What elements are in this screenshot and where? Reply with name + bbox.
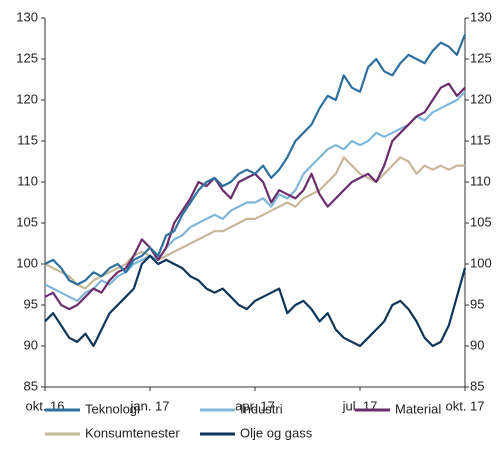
series-line xyxy=(44,82,466,311)
y-tick-label: 85 xyxy=(24,378,38,393)
y2-tick-label: 85 xyxy=(470,378,484,393)
series-line xyxy=(44,156,465,290)
x-tick-label: apr. 17 xyxy=(235,398,275,413)
legend-label: Industri xyxy=(240,401,283,416)
y2-tick-label: 130 xyxy=(470,9,492,24)
legend-label: Material xyxy=(395,401,441,416)
y-tick-label: 105 xyxy=(16,214,38,229)
y2-tick-label: 105 xyxy=(470,214,492,229)
series-line xyxy=(44,33,467,286)
y-tick-label: 110 xyxy=(17,173,38,188)
y2-tick-label: 110 xyxy=(470,173,491,188)
y-tick-label: 100 xyxy=(16,255,38,270)
y2-tick-label: 125 xyxy=(470,50,492,65)
series-line xyxy=(44,254,467,348)
x-tick-label: okt. 17 xyxy=(445,398,484,413)
y2-tick-label: 100 xyxy=(470,255,492,270)
y2-tick-label: 90 xyxy=(470,337,484,352)
y2-tick-label: 95 xyxy=(470,296,484,311)
y-tick-label: 130 xyxy=(16,9,38,24)
y-tick-label: 120 xyxy=(16,91,38,106)
y2-tick-label: 115 xyxy=(470,132,491,147)
legend-label: Olje og gass xyxy=(240,425,313,440)
legend-label: Teknologi xyxy=(85,401,140,416)
x-tick-label: jan. 17 xyxy=(129,398,169,413)
y-tick-label: 125 xyxy=(16,50,38,65)
y-tick-label: 90 xyxy=(24,337,38,352)
legend-label: Konsumtenester xyxy=(85,425,180,440)
y2-tick-label: 120 xyxy=(470,91,492,106)
y-tick-label: 95 xyxy=(24,296,38,311)
series-line xyxy=(44,91,466,302)
y-tick-label: 115 xyxy=(17,132,38,147)
